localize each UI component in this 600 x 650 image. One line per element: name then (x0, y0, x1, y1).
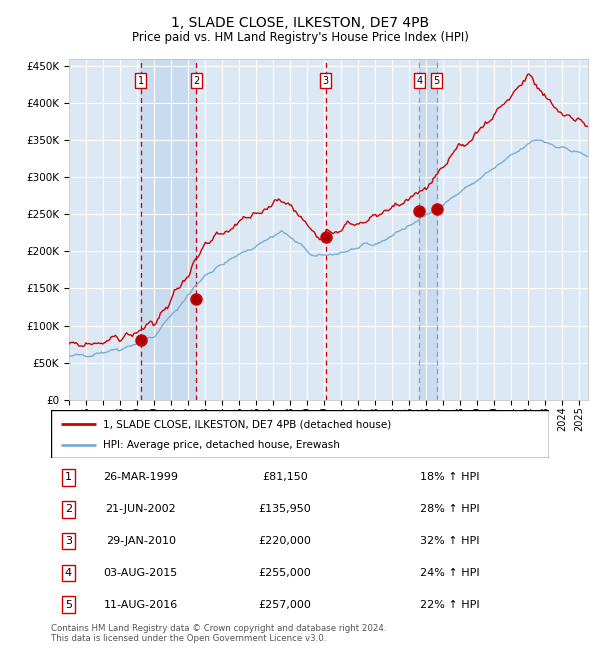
Text: 2: 2 (193, 76, 199, 86)
Text: This data is licensed under the Open Government Licence v3.0.: This data is licensed under the Open Gov… (51, 634, 326, 644)
Text: 5: 5 (65, 600, 72, 610)
Text: 11-AUG-2016: 11-AUG-2016 (104, 600, 178, 610)
Text: £257,000: £257,000 (259, 600, 311, 610)
Text: £220,000: £220,000 (259, 536, 311, 546)
Text: 1: 1 (65, 473, 72, 482)
Text: £255,000: £255,000 (259, 568, 311, 578)
Text: 18% ↑ HPI: 18% ↑ HPI (419, 473, 479, 482)
Text: 21-JUN-2002: 21-JUN-2002 (105, 504, 176, 514)
Text: 26-MAR-1999: 26-MAR-1999 (103, 473, 178, 482)
Text: Contains HM Land Registry data © Crown copyright and database right 2024.: Contains HM Land Registry data © Crown c… (51, 624, 386, 633)
Text: 28% ↑ HPI: 28% ↑ HPI (419, 504, 479, 514)
Text: HPI: Average price, detached house, Erewash: HPI: Average price, detached house, Erew… (103, 439, 340, 450)
Text: 1, SLADE CLOSE, ILKESTON, DE7 4PB: 1, SLADE CLOSE, ILKESTON, DE7 4PB (171, 16, 429, 31)
Text: 5: 5 (434, 76, 440, 86)
Text: Price paid vs. HM Land Registry's House Price Index (HPI): Price paid vs. HM Land Registry's House … (131, 31, 469, 44)
FancyBboxPatch shape (51, 410, 549, 458)
Bar (419, 58, 437, 400)
Text: 3: 3 (323, 76, 329, 86)
Bar (141, 58, 196, 400)
Text: 29-JAN-2010: 29-JAN-2010 (106, 536, 176, 546)
Text: 24% ↑ HPI: 24% ↑ HPI (419, 568, 479, 578)
Text: 32% ↑ HPI: 32% ↑ HPI (419, 536, 479, 546)
Text: £81,150: £81,150 (262, 473, 308, 482)
Text: 22% ↑ HPI: 22% ↑ HPI (419, 600, 479, 610)
Text: 1, SLADE CLOSE, ILKESTON, DE7 4PB (detached house): 1, SLADE CLOSE, ILKESTON, DE7 4PB (detac… (103, 419, 392, 429)
Text: 1: 1 (138, 76, 144, 86)
Text: 4: 4 (416, 76, 422, 86)
Text: 4: 4 (65, 568, 72, 578)
Text: 3: 3 (65, 536, 72, 546)
Text: £135,950: £135,950 (259, 504, 311, 514)
Text: 03-AUG-2015: 03-AUG-2015 (104, 568, 178, 578)
Text: 2: 2 (65, 504, 72, 514)
